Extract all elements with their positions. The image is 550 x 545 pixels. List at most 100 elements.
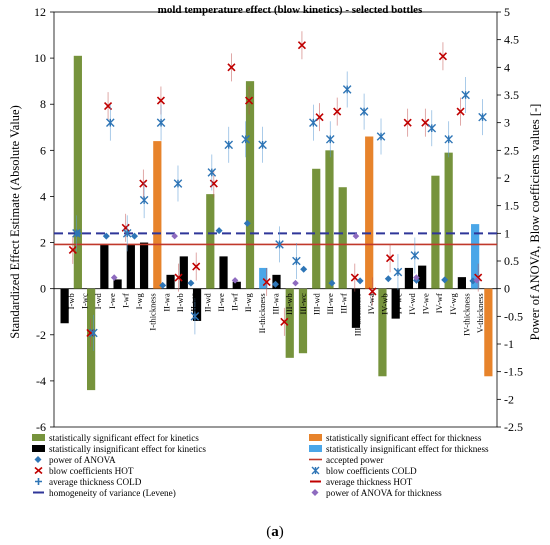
power-anova-marker xyxy=(441,276,449,284)
y-tick-label: -6 xyxy=(36,420,46,434)
power-thickness-marker xyxy=(110,274,118,281)
bar xyxy=(418,265,427,289)
y-tick-label: 8 xyxy=(40,97,46,111)
bar xyxy=(404,267,414,289)
y-tick-label: -4 xyxy=(36,374,46,388)
y2-tick-label: 1 xyxy=(504,226,510,240)
category-label: II-wc xyxy=(189,293,199,312)
bar xyxy=(113,279,122,289)
power-anova-marker xyxy=(102,232,110,240)
power-anova-marker xyxy=(328,279,336,287)
y-tick-label: 4 xyxy=(40,189,46,203)
bar xyxy=(285,288,294,358)
bar xyxy=(365,136,374,289)
power-anova-marker xyxy=(131,232,138,240)
hot-marker xyxy=(244,96,254,105)
legend-entry: blow coefficients HOT xyxy=(34,466,134,476)
category-label: IV-wf xyxy=(434,293,444,313)
y2-tick-label: 2.5 xyxy=(504,143,519,157)
legend-entry: statistically significant effect for kin… xyxy=(32,433,199,443)
legend-swatch xyxy=(309,434,322,441)
y2-axis-title: Power of ANOVA, Blow coefficients values… xyxy=(528,104,542,341)
bar xyxy=(192,288,202,321)
power-anova-marker xyxy=(469,277,477,285)
bar xyxy=(298,288,308,354)
cold-marker xyxy=(122,229,132,238)
power-anova-marker xyxy=(272,280,279,288)
power-anova-marker xyxy=(243,219,251,227)
hot-marker xyxy=(227,63,236,72)
y2-tick-label: 4 xyxy=(504,60,510,74)
bar xyxy=(245,81,255,289)
bar xyxy=(325,150,334,289)
legend-label: blow coefficients HOT xyxy=(49,466,134,476)
bar xyxy=(73,55,82,289)
cold-marker xyxy=(461,90,470,100)
cold-marker xyxy=(224,140,234,150)
y2-tick-label: 3.5 xyxy=(504,88,519,102)
power-thickness-marker xyxy=(473,277,481,284)
category-label: I-thickness xyxy=(148,293,158,330)
category-label: I-we xyxy=(107,293,117,309)
cold-marker xyxy=(427,123,437,133)
category-label: IV-wb xyxy=(380,293,390,314)
power-anova-marker xyxy=(74,229,82,237)
category-label: II-we xyxy=(216,293,226,312)
category-label: I-wg xyxy=(134,293,144,310)
y2-tick-label: 0.5 xyxy=(504,254,519,268)
bar xyxy=(139,242,149,289)
caption-open: ( xyxy=(266,524,271,540)
hot-marker xyxy=(174,273,183,282)
hot-marker xyxy=(385,254,395,263)
hot-marker xyxy=(297,41,307,50)
bar xyxy=(431,175,440,289)
caption-letter: a xyxy=(271,524,279,540)
category-label: II-wa xyxy=(161,293,171,312)
bar xyxy=(100,244,109,289)
legend-label: average thickness HOT xyxy=(326,477,413,487)
y2-tick-label: -0.5 xyxy=(504,309,523,323)
cold-marker xyxy=(89,328,98,338)
category-label: III-wb xyxy=(284,293,294,315)
y2-tick-label: -1.5 xyxy=(504,365,523,379)
cold-marker xyxy=(275,240,284,249)
power-thickness-marker xyxy=(352,232,360,240)
cold-marker xyxy=(478,112,487,122)
cold-marker xyxy=(359,107,369,116)
category-label: IV-wa xyxy=(366,293,376,314)
cold-marker xyxy=(393,267,403,277)
bar xyxy=(259,267,268,289)
y-axis-title: Standardized Effect Estimate (Absolute V… xyxy=(8,105,22,339)
y2-tick-label: 0 xyxy=(504,282,510,296)
cold-marker xyxy=(139,195,149,205)
legend-swatch xyxy=(311,466,320,475)
hot-marker xyxy=(156,96,166,105)
legend-label: accepted power xyxy=(326,455,383,465)
category-label: IV-wc xyxy=(393,293,403,314)
hot-marker xyxy=(333,107,342,116)
hot-marker xyxy=(192,262,201,271)
power-anova-marker xyxy=(356,277,364,285)
cold-marker xyxy=(444,134,453,144)
bar xyxy=(338,187,347,289)
hot-marker xyxy=(139,179,148,188)
category-label: III-wc xyxy=(298,293,308,314)
legend-swatch xyxy=(32,434,45,441)
bar xyxy=(206,194,215,289)
hot-marker xyxy=(262,277,271,287)
legend-swatch xyxy=(34,456,42,463)
category-label: IV-wd xyxy=(407,293,417,315)
category-label: III-wf xyxy=(339,293,349,313)
bar xyxy=(232,281,241,289)
power-anova-marker xyxy=(215,227,223,235)
category-label: I-wf xyxy=(120,293,130,308)
y-tick-label: 2 xyxy=(40,236,46,250)
category-label: III-thickness xyxy=(352,293,362,336)
cold-marker xyxy=(241,134,250,144)
cold-marker xyxy=(106,118,115,127)
cold-marker xyxy=(309,118,318,127)
legend-entry: statistically significant effect for thi… xyxy=(309,433,482,443)
hot-marker xyxy=(403,118,412,127)
y-tick-label: 6 xyxy=(40,143,46,157)
